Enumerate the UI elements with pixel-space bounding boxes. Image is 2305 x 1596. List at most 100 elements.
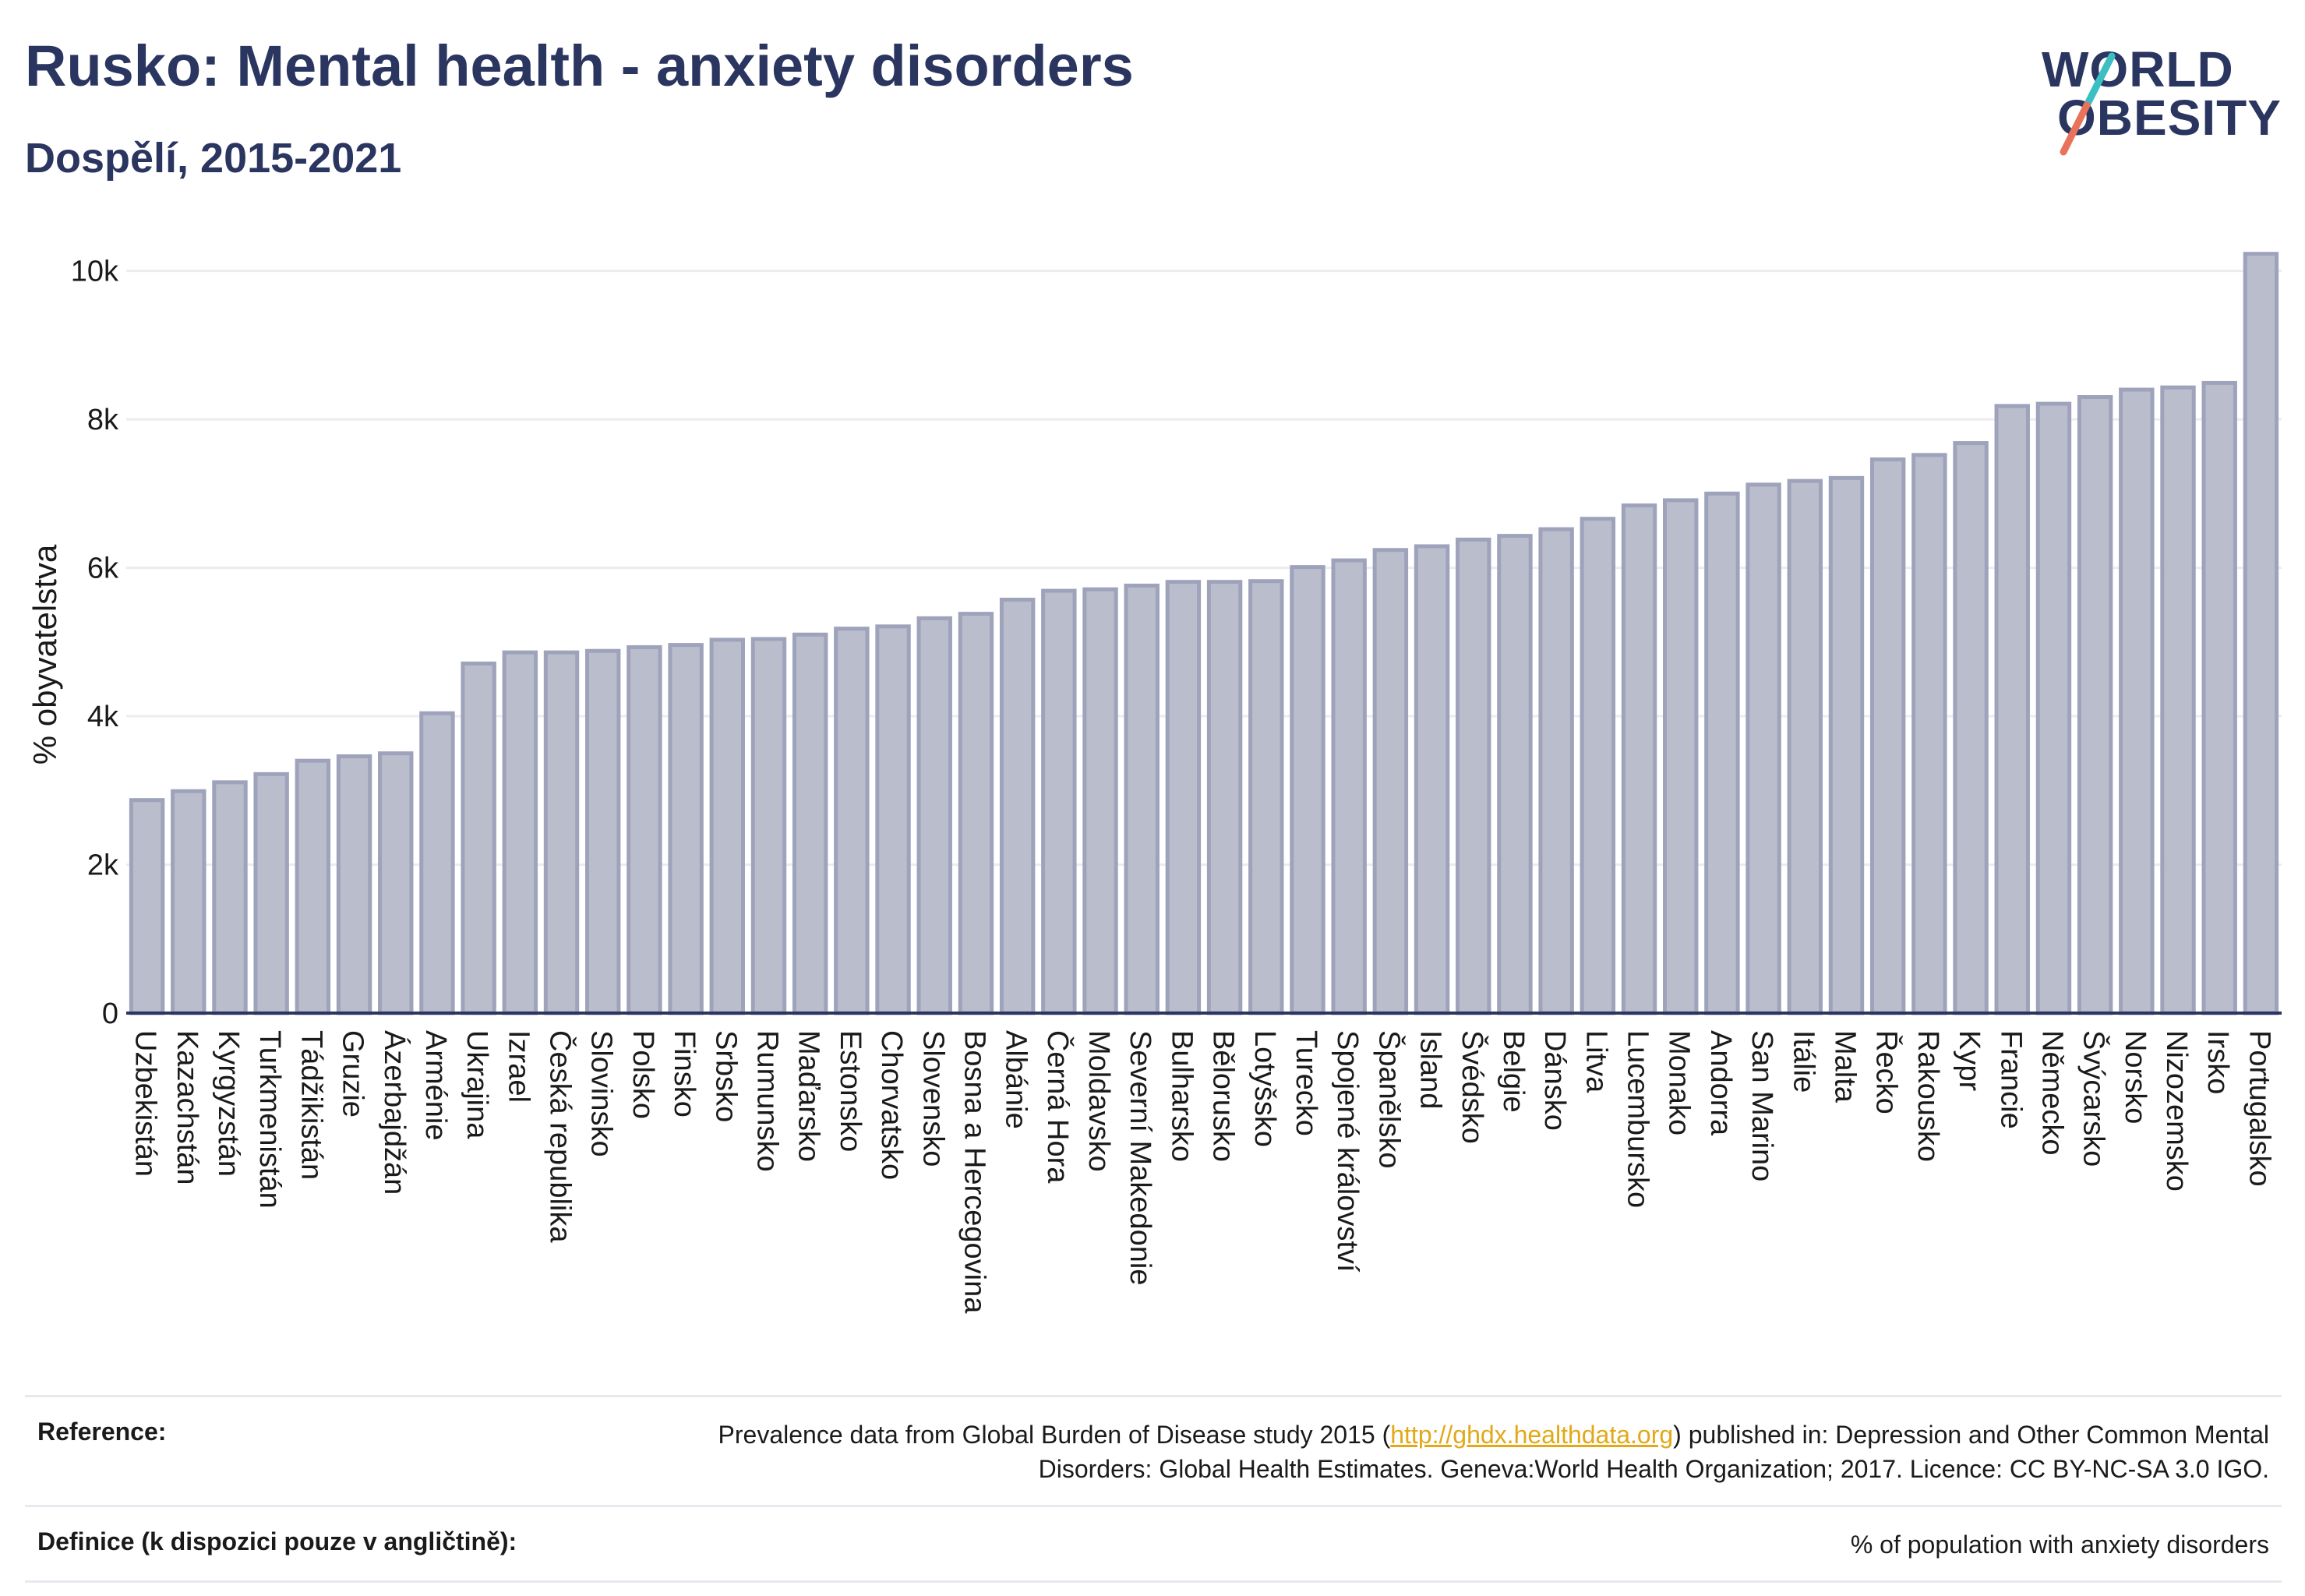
bar[interactable]	[1497, 534, 1533, 1015]
bar[interactable]	[1869, 457, 1906, 1015]
bar[interactable]	[1662, 498, 1699, 1015]
bar[interactable]	[627, 644, 662, 1015]
bar[interactable]	[2035, 401, 2072, 1015]
bar[interactable]	[1538, 527, 1574, 1015]
bar[interactable]	[709, 637, 746, 1015]
bar[interactable]	[1414, 544, 1450, 1015]
bar[interactable]	[1953, 441, 1989, 1015]
bar[interactable]	[1580, 517, 1616, 1015]
bar[interactable]	[1372, 548, 1409, 1015]
bar[interactable]	[1704, 491, 1740, 1015]
bar[interactable]	[1206, 580, 1243, 1015]
bar[interactable]	[1124, 583, 1160, 1015]
x-category-label: Slovinsko	[585, 1030, 618, 1157]
x-category-label: Kazachstán	[171, 1030, 203, 1185]
bars	[129, 252, 2279, 1015]
reference-text: Prevalence data from Global Burden of Di…	[633, 1418, 2269, 1486]
y-tick-label: 4k	[87, 701, 119, 733]
reference-link[interactable]: http://ghdx.healthdata.org	[1390, 1421, 1674, 1449]
x-category-label: Slovensko	[916, 1030, 949, 1167]
bar[interactable]	[834, 627, 870, 1015]
bar[interactable]	[212, 780, 248, 1015]
x-category-label: Řecko	[1870, 1030, 1904, 1114]
bar[interactable]	[2201, 380, 2237, 1015]
bar[interactable]	[1787, 478, 1823, 1015]
x-category-label: Andorra	[1704, 1030, 1737, 1136]
bar[interactable]	[129, 798, 165, 1015]
bar[interactable]	[1165, 580, 1202, 1015]
bar[interactable]	[1041, 588, 1077, 1015]
bar[interactable]	[1082, 587, 1118, 1015]
y-tick-label: 0	[102, 998, 118, 1030]
bar[interactable]	[875, 624, 911, 1015]
bar[interactable]	[419, 711, 455, 1015]
x-category-label: Kypr	[1953, 1030, 1986, 1091]
x-category-label: Gruzie	[337, 1030, 369, 1118]
bar[interactable]	[1828, 475, 1865, 1015]
chart-title: Rusko: Mental health - anxiety disorders	[25, 34, 1134, 98]
world-obesity-logo[interactable]: WORLD OBESITY	[2026, 31, 2291, 164]
x-category-label: Švýcarsko	[2077, 1030, 2112, 1167]
x-category-label: Izrael	[502, 1030, 535, 1103]
x-category-label: Belgie	[1497, 1030, 1530, 1113]
y-tick-label: 6k	[87, 553, 119, 585]
bar[interactable]	[2160, 385, 2196, 1015]
bar[interactable]	[2119, 387, 2155, 1015]
bar[interactable]	[584, 648, 621, 1015]
x-category-label: Spojené království	[1331, 1030, 1364, 1273]
x-category-label: Uzbekistán	[129, 1030, 162, 1177]
bar[interactable]	[502, 650, 538, 1015]
reference-text-pre: Prevalence data from Global Burden of Di…	[718, 1421, 1391, 1449]
x-category-label: Arménie	[419, 1030, 452, 1141]
bar[interactable]	[1746, 482, 1781, 1015]
bar[interactable]	[171, 789, 206, 1015]
bar[interactable]	[668, 643, 704, 1015]
bar[interactable]	[1248, 579, 1284, 1015]
bar[interactable]	[916, 616, 952, 1015]
x-category-label: Francie	[1994, 1030, 2027, 1129]
reference-text-post: ) published in: Depression and Other Com…	[1038, 1421, 2269, 1483]
bar[interactable]	[1290, 565, 1325, 1015]
x-category-labels: Uzbekistán Kazachstán Kyrgyzstán Turkmenist…	[129, 1030, 2276, 1314]
bar[interactable]	[253, 772, 289, 1015]
footer-table: Reference: Prevalence data from Global B…	[25, 1395, 2282, 1583]
bar[interactable]	[378, 751, 414, 1015]
x-category-label: Chorvatsko	[875, 1030, 908, 1180]
bar[interactable]	[750, 637, 787, 1015]
reference-label: Reference:	[37, 1418, 167, 1446]
x-category-label: Rakousko	[1911, 1030, 1944, 1162]
x-category-label: Bělorusko	[1207, 1030, 1240, 1162]
x-category-label: Nizozemsko	[2160, 1030, 2193, 1192]
bar[interactable]	[336, 754, 372, 1015]
bar[interactable]	[1994, 404, 2030, 1015]
x-category-label: Německo	[2035, 1030, 2068, 1156]
x-category-label: Bulharsko	[1165, 1030, 1198, 1162]
logo-word-obesity: OBESITY	[2057, 90, 2282, 146]
x-category-label: Švédsko	[1456, 1030, 1490, 1144]
bar[interactable]	[958, 612, 994, 1015]
x-category-label: Rumunsko	[750, 1030, 783, 1172]
bar[interactable]	[792, 632, 828, 1015]
bar[interactable]	[295, 758, 331, 1015]
x-category-label: Maďarsko	[792, 1030, 825, 1162]
bar[interactable]	[1911, 453, 1947, 1015]
bar[interactable]	[1331, 558, 1367, 1015]
y-tick-label: 10k	[71, 256, 119, 288]
definition-row: Definice (k dispozici pouze v angličtině…	[25, 1505, 2282, 1583]
x-category-label: Portugalsko	[2243, 1030, 2275, 1187]
x-category-label: Turkmenistán	[253, 1030, 286, 1209]
x-category-label: Srbsko	[709, 1030, 742, 1122]
bar[interactable]	[543, 650, 580, 1015]
x-category-label: Španělsko	[1372, 1030, 1407, 1168]
bar[interactable]	[461, 661, 496, 1015]
bar[interactable]	[2077, 395, 2113, 1015]
x-category-label: Polsko	[627, 1030, 659, 1119]
bar[interactable]	[999, 598, 1036, 1015]
x-category-label: Česká republika	[544, 1030, 578, 1243]
x-category-label: Finsko	[668, 1030, 701, 1118]
y-axis-label: % obyvatelstva	[26, 544, 63, 764]
bar[interactable]	[1621, 503, 1657, 1015]
x-category-label: Černá Hora	[1041, 1030, 1075, 1184]
bar[interactable]	[1456, 537, 1491, 1015]
bar[interactable]	[2243, 252, 2279, 1015]
